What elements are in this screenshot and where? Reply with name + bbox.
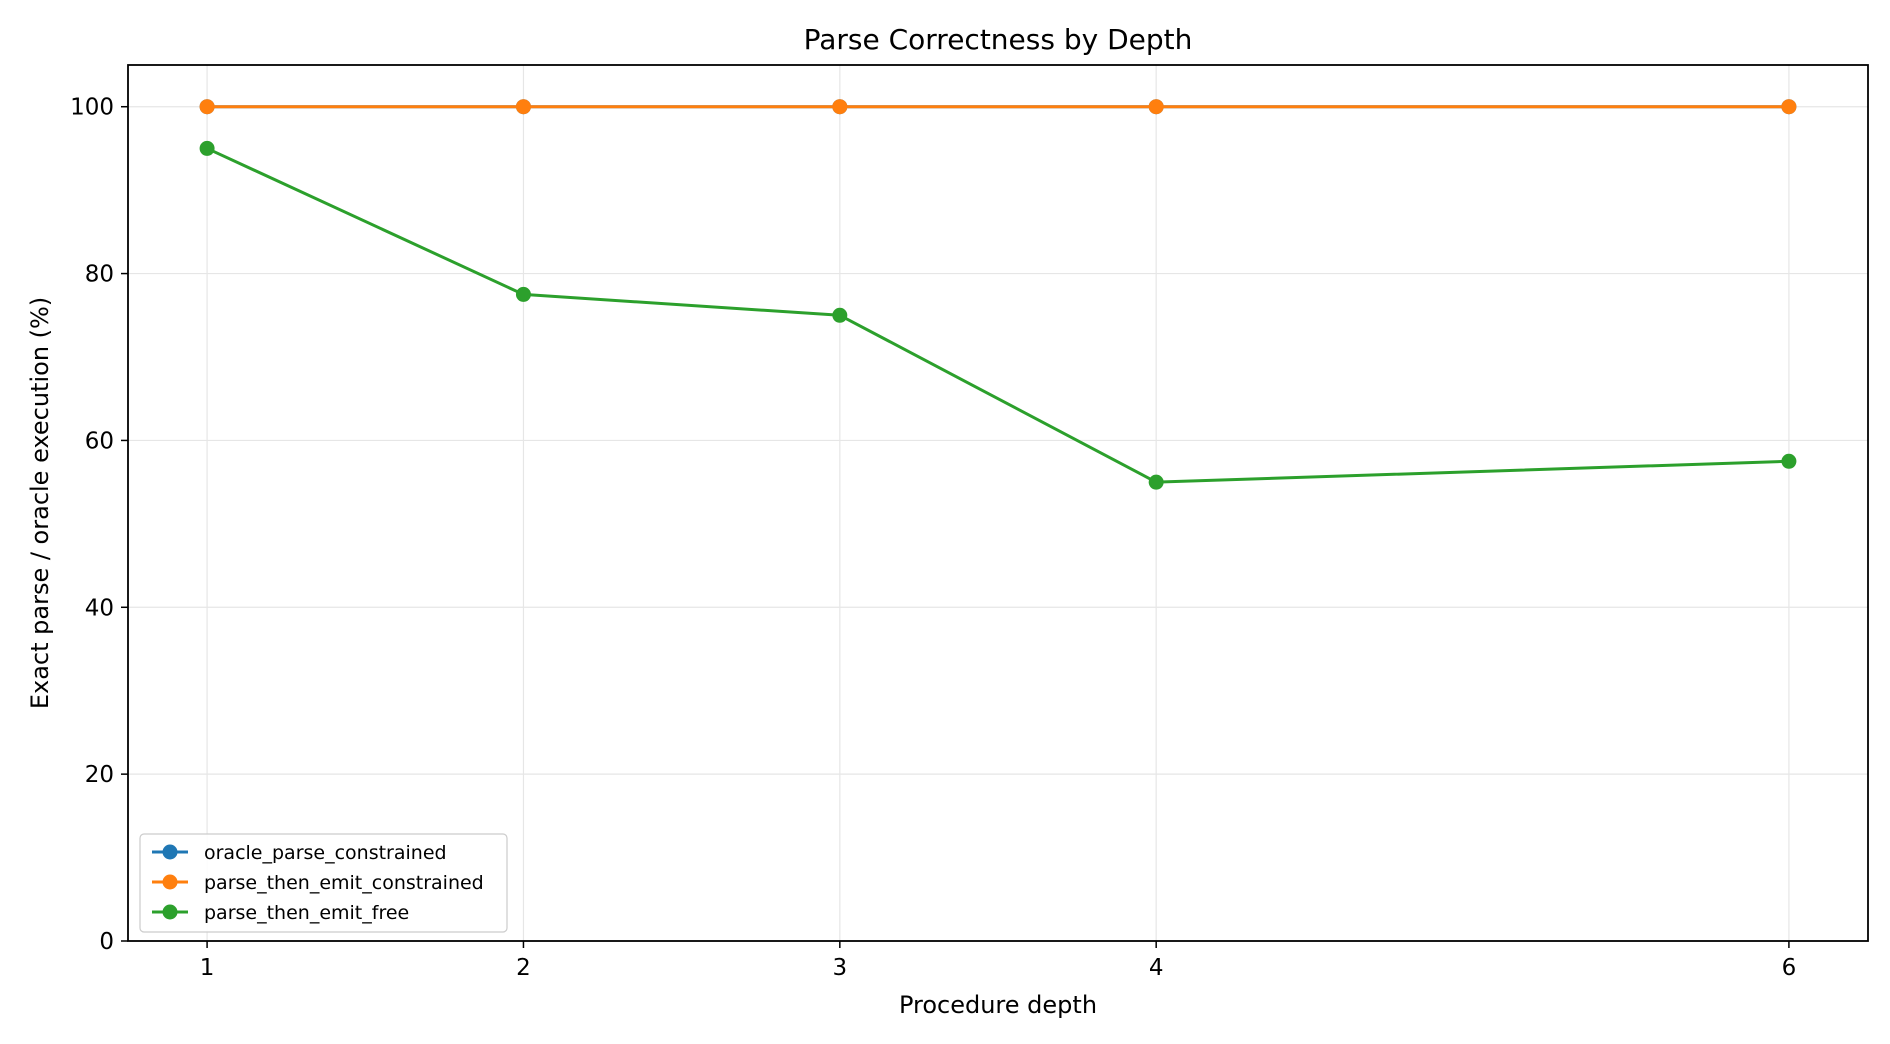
legend-entry: oracle_parse_constrained: [152, 842, 447, 864]
series-layer: [199, 99, 1797, 490]
data-point: [1781, 453, 1797, 469]
chart-title: Parse Correctness by Depth: [804, 23, 1193, 56]
legend: oracle_parse_constrained parse_then_emit_…: [139, 833, 508, 933]
legend-swatch-marker: [162, 904, 178, 920]
legend-entry: parse_then_emit_constrained: [152, 872, 484, 894]
data-point: [515, 286, 531, 302]
y-tick-label: 100: [70, 95, 114, 121]
legend-label: parse_then_emit_free: [204, 902, 409, 924]
y-axis-ticks: 0 20 40 60 80 100: [70, 95, 128, 955]
data-point: [832, 307, 848, 323]
legend-swatch-marker: [162, 844, 178, 860]
legend-entry: parse_then_emit_free: [152, 902, 409, 924]
legend-label: oracle_parse_constrained: [204, 842, 447, 864]
y-tick-label: 40: [85, 595, 114, 621]
y-tick-label: 20: [85, 762, 114, 788]
data-point: [1781, 99, 1797, 115]
y-tick-label: 60: [85, 428, 114, 454]
data-point: [832, 99, 848, 115]
series-parse_then_emit_constrained: [199, 99, 1797, 115]
x-tick-label: 3: [832, 955, 847, 981]
x-tick-label: 2: [516, 955, 531, 981]
x-tick-label: 1: [200, 955, 215, 981]
plot-frame: [127, 64, 1869, 942]
x-tick-label: 4: [1149, 955, 1164, 981]
data-point: [1148, 474, 1164, 490]
data-point: [1148, 99, 1164, 115]
x-tick-label: 6: [1782, 955, 1797, 981]
legend-box: [139, 833, 508, 933]
data-point: [199, 140, 215, 156]
y-axis-label: Exact parse / oracle execution (%): [26, 297, 54, 709]
series-parse_then_emit_free: [199, 140, 1797, 490]
legend-swatch-marker: [162, 874, 178, 890]
x-axis-label: Procedure depth: [899, 991, 1097, 1019]
data-point: [199, 99, 215, 115]
legend-label: parse_then_emit_constrained: [204, 872, 484, 894]
y-tick-label: 0: [99, 929, 114, 955]
x-axis-ticks: 1 2 3 4 6: [200, 941, 1796, 981]
y-tick-label: 80: [85, 262, 114, 288]
data-point: [515, 99, 531, 115]
